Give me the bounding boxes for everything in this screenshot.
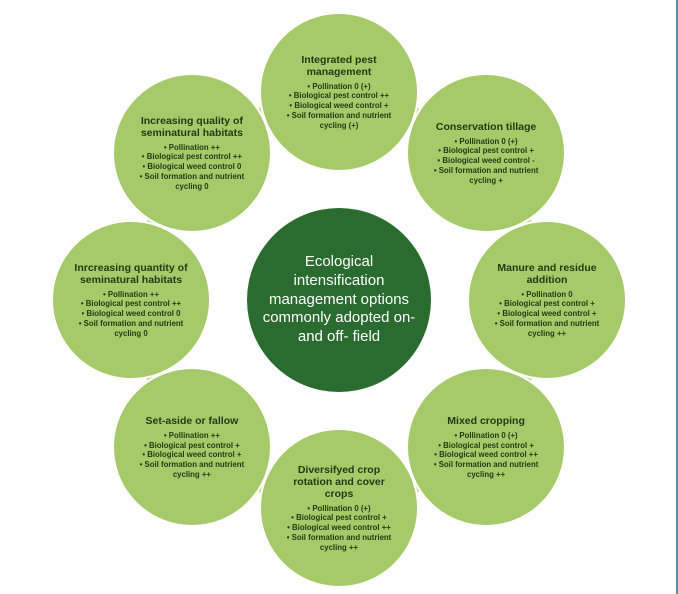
option-node-bullet: Pollination 0 — [495, 290, 600, 300]
option-node-bullet: Biological pest control ++ — [140, 152, 245, 162]
option-node-bullet: Soil formation and nutrient cycling ++ — [434, 460, 539, 479]
center-hub-label: Ecological intensification management op… — [261, 253, 417, 347]
option-node: Diversifyed crop rotation and cover crop… — [259, 428, 419, 588]
option-node-title: Set-aside or fallow — [146, 415, 239, 427]
option-node-bullets: Pollination 0Biological pest control +Bi… — [495, 290, 600, 339]
option-node-bullet: Biological pest control + — [434, 146, 539, 156]
option-node-title: Diversifyed crop rotation and cover crop… — [293, 464, 385, 500]
option-node-bullet: Soil formation and nutrient cycling 0 — [79, 319, 184, 338]
option-node-bullet: Pollination 0 (+) — [434, 431, 539, 441]
option-node: Mixed croppingPollination 0 (+)Biologica… — [406, 367, 566, 527]
option-node-bullet: Biological weed control ++ — [287, 523, 392, 533]
center-hub: Ecological intensification management op… — [247, 208, 431, 392]
option-node-bullet: Pollination ++ — [140, 431, 245, 441]
option-node-bullet: Soil formation and nutrient cycling + — [434, 166, 539, 185]
option-node-bullet: Biological pest control + — [434, 441, 539, 451]
option-node-bullet: Biological pest control ++ — [79, 299, 184, 309]
option-node-bullets: Pollination 0 (+)Biological pest control… — [434, 137, 539, 186]
option-node-bullet: Biological weed control + — [495, 309, 600, 319]
option-node-title: Inrcreasing quantity of seminatural habi… — [74, 262, 187, 286]
option-node: Increasing quality of seminatural habita… — [112, 73, 272, 233]
option-node-bullet: Pollination 0 (+) — [434, 137, 539, 147]
option-node-bullets: Pollination 0 (+)Biological pest control… — [287, 504, 392, 553]
option-node: Integrated pest management Pollination 0 … — [259, 12, 419, 172]
option-node-bullets: Pollination ++Biological pest control +B… — [140, 431, 245, 480]
option-node-bullet: Biological weed control ++ — [434, 450, 539, 460]
option-node: Conservation tillagePollination 0 (+)Bio… — [406, 73, 566, 233]
option-node: Set-aside or fallowPollination ++Biologi… — [112, 367, 272, 527]
option-node-bullet: Soil formation and nutrient cycling ++ — [287, 533, 392, 552]
option-node-title: Integrated pest management — [301, 54, 376, 78]
option-node-bullets: Pollination ++Biological pest control ++… — [79, 290, 184, 339]
option-node-bullet: Biological pest control + — [495, 299, 600, 309]
option-node-bullet: Biological weed control + — [287, 101, 392, 111]
option-node-bullet: Pollination ++ — [79, 290, 184, 300]
option-node-bullet: Soil formation and nutrient cycling ++ — [495, 319, 600, 338]
option-node-bullets: Pollination ++Biological pest control ++… — [140, 143, 245, 192]
option-node-bullet: Pollination 0 (+) — [287, 504, 392, 514]
option-node-bullet: Biological pest control ++ — [287, 91, 392, 101]
option-node-bullet: Soil formation and nutrient cycling ++ — [140, 460, 245, 479]
option-node-bullets: Pollination 0 (+)Biological pest control… — [287, 82, 392, 131]
option-node-bullet: Soil formation and nutrient cycling (+) — [287, 111, 392, 130]
option-node-title: Increasing quality of seminatural habita… — [141, 115, 243, 139]
option-node-title: Conservation tillage — [436, 121, 536, 133]
option-node-bullet: Biological pest control + — [140, 441, 245, 451]
option-node-bullet: Biological weed control - — [434, 156, 539, 166]
option-node-bullet: Biological weed control 0 — [79, 309, 184, 319]
option-node-bullet: Pollination 0 (+) — [287, 82, 392, 92]
option-node-bullet: Soil formation and nutrient cycling 0 — [140, 172, 245, 191]
option-node-title: Mixed cropping — [447, 415, 525, 427]
option-node: Inrcreasing quantity of seminatural habi… — [51, 220, 211, 380]
option-node-bullets: Pollination 0 (+)Biological pest control… — [434, 431, 539, 480]
option-node: Manure and residue addition Pollination 0… — [467, 220, 627, 380]
option-node-bullet: Biological weed control + — [140, 450, 245, 460]
option-node-bullet: Biological pest control + — [287, 513, 392, 523]
option-node-bullet: Biological weed control 0 — [140, 162, 245, 172]
diagram-canvas: Ecological intensification management op… — [0, 0, 678, 594]
option-node-title: Manure and residue addition — [497, 262, 596, 286]
option-node-bullet: Pollination ++ — [140, 143, 245, 153]
